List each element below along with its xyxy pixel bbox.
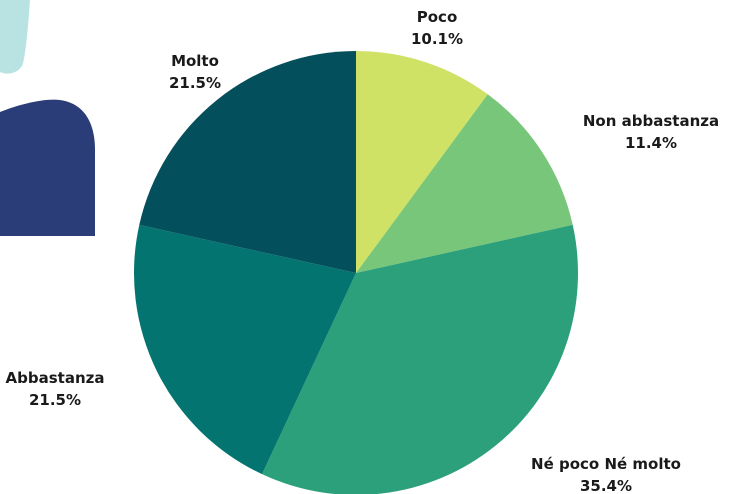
pie-slice-2 (356, 94, 573, 273)
pie-slice-1 (356, 51, 488, 273)
slice-value-3: 35.4% (580, 477, 632, 494)
slice-label-5: Molto (171, 52, 219, 70)
slice-label-3: Né poco Né molto (531, 455, 681, 473)
slice-value-4: 21.5% (29, 391, 81, 409)
decor-navy-shape (0, 99, 95, 236)
pie-slice-4 (133, 224, 356, 475)
slice-value-5: 21.5% (169, 74, 221, 92)
decor-teal-shape (0, 0, 30, 74)
pie-slice-3 (262, 224, 578, 494)
pie-labels: Poco 10.1% Non abbastanza 11.4% Né poco Né m… (6, 8, 720, 494)
pie-slice-5 (139, 51, 356, 273)
pie-slices (133, 51, 578, 494)
slice-value-1: 10.1% (411, 30, 463, 48)
slice-label-4: Abbastanza (6, 369, 105, 387)
slice-label-1: Poco (417, 8, 458, 26)
slice-label-2: Non abbastanza (583, 112, 719, 130)
slice-value-2: 11.4% (625, 134, 677, 152)
